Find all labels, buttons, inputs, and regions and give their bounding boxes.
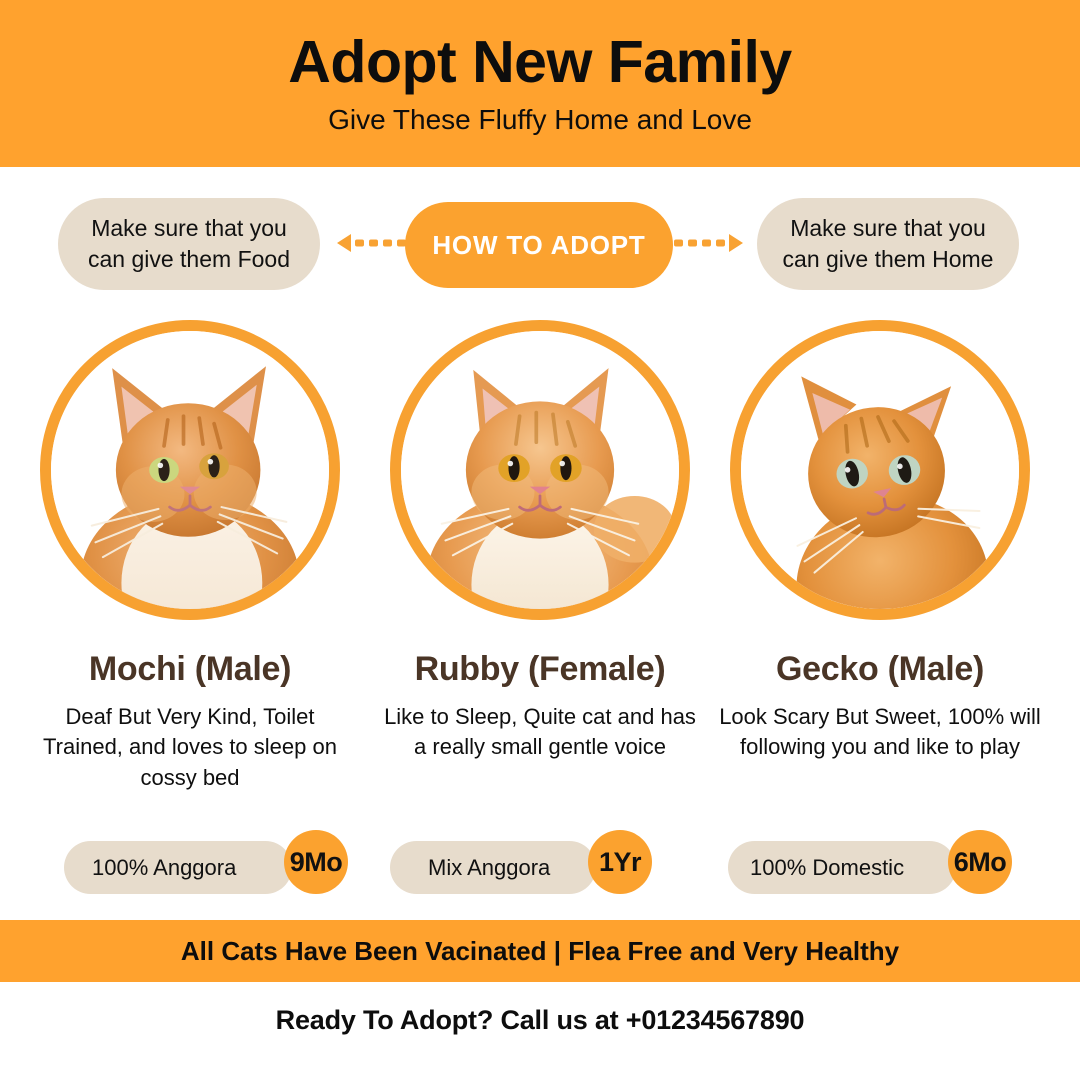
age-label: 6Mo [953,846,1007,877]
dotted-arrow-left-icon [335,228,407,263]
call-to-action: Ready To Adopt? Call us at +01234567890 [0,1005,1080,1036]
dotted-arrow-right-icon [673,228,745,263]
cat-name: Rubby (Female) [414,650,666,688]
age-badge: 9Mo [284,830,348,894]
cat-card-gecko[interactable]: Gecko (Male) Look Scary But Sweet, 100% … [710,312,1050,763]
tip-pill-home: Make sure that you can give them Home [757,198,1019,290]
age-badge: 1Yr [588,830,652,894]
call-to-action-label: Ready To Adopt? Call us at +01234567890 [275,1005,805,1035]
breed-label: 100% Anggora [92,854,237,880]
cat-description: Like to Sleep, Quite cat and has a reall… [384,704,696,760]
cat-photo-mochi [40,320,340,620]
age-badge: 6Mo [948,830,1012,894]
header-banner: Adopt New Family Give These Fluffy Home … [0,0,1080,167]
tip-pill-food: Make sure that you can give them Food [58,198,320,290]
cat-cards: Mochi (Male) Deaf But Very Kind, Toilet … [0,312,1080,912]
footer-band: All Cats Have Been Vacinated | Flea Free… [0,920,1080,982]
cat-photo-rubby [390,320,690,620]
breed-badge: 100% Domestic [728,841,956,894]
breed-badge: 100% Anggora [64,841,292,894]
tip-pill-home-label: Make sure that you can give them Home [782,214,994,272]
age-label: 1Yr [598,846,642,877]
how-to-adopt-row: Make sure that you can give them Food HO… [0,198,1080,292]
cat-card-rubby[interactable]: Rubby (Female) Like to Sleep, Quite cat … [370,312,710,763]
breed-label: Mix Anggora [428,854,551,880]
cat-description: Look Scary But Sweet, 100% will followin… [719,704,1041,760]
cat-card-mochi[interactable]: Mochi (Male) Deaf But Very Kind, Toilet … [20,312,360,793]
age-label: 9Mo [289,846,343,877]
breed-label: 100% Domestic [750,854,905,880]
cat-photo-gecko [730,320,1030,620]
footer-band-label: All Cats Have Been Vacinated | Flea Free… [180,935,900,966]
page-title: Adopt New Family [288,29,792,95]
cat-name: Mochi (Male) [88,650,292,688]
how-to-adopt-label: HOW TO ADOPT [432,229,646,260]
cat-name: Gecko (Male) [775,650,985,688]
breed-badge: Mix Anggora [390,841,596,894]
page-subtitle: Give These Fluffy Home and Love [328,104,752,135]
cat-description: Deaf But Very Kind, Toilet Trained, and … [43,704,337,790]
tip-pill-food-label: Make sure that you can give them Food [87,214,290,272]
how-to-adopt-button[interactable]: HOW TO ADOPT [405,202,673,288]
